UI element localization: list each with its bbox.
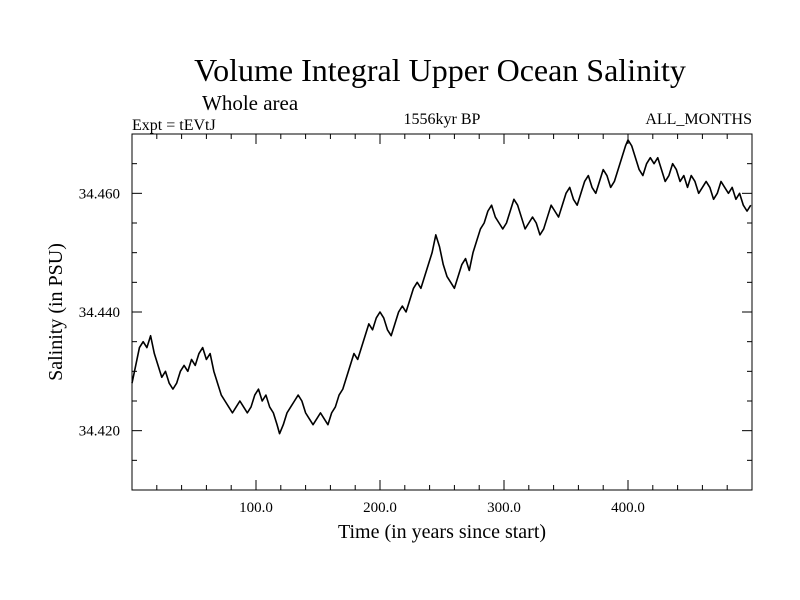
x-tick-label: 300.0 [487, 500, 521, 516]
plot-frame [131, 133, 753, 491]
salinity-series-line [131, 139, 752, 435]
x-tick-label: 100.0 [239, 500, 273, 516]
x-axis-label: Time (in years since start) [338, 521, 546, 543]
y-tick-label: 34.420 [79, 424, 120, 440]
header-left-expt: Expt = tEVtJ [132, 117, 216, 134]
header-center-date: 1556kyr BP [404, 111, 481, 128]
header-right-months: ALL_MONTHS [645, 111, 752, 128]
y-tick-label: 34.460 [79, 186, 120, 202]
chart-title: Volume Integral Upper Ocean Salinity [194, 52, 686, 88]
chart-subtitle: Whole area [202, 91, 299, 115]
tick-labels: 100.0 200.0 300.0 400.0 34.420 34.440 34.460 [79, 186, 645, 516]
x-tick-label: 400.0 [611, 500, 645, 516]
x-tick-label: 200.0 [363, 500, 397, 516]
y-tick-label: 34.440 [79, 305, 120, 321]
y-axis-label: Salinity (in PSU) [45, 243, 67, 381]
axis-ticks [132, 134, 752, 490]
